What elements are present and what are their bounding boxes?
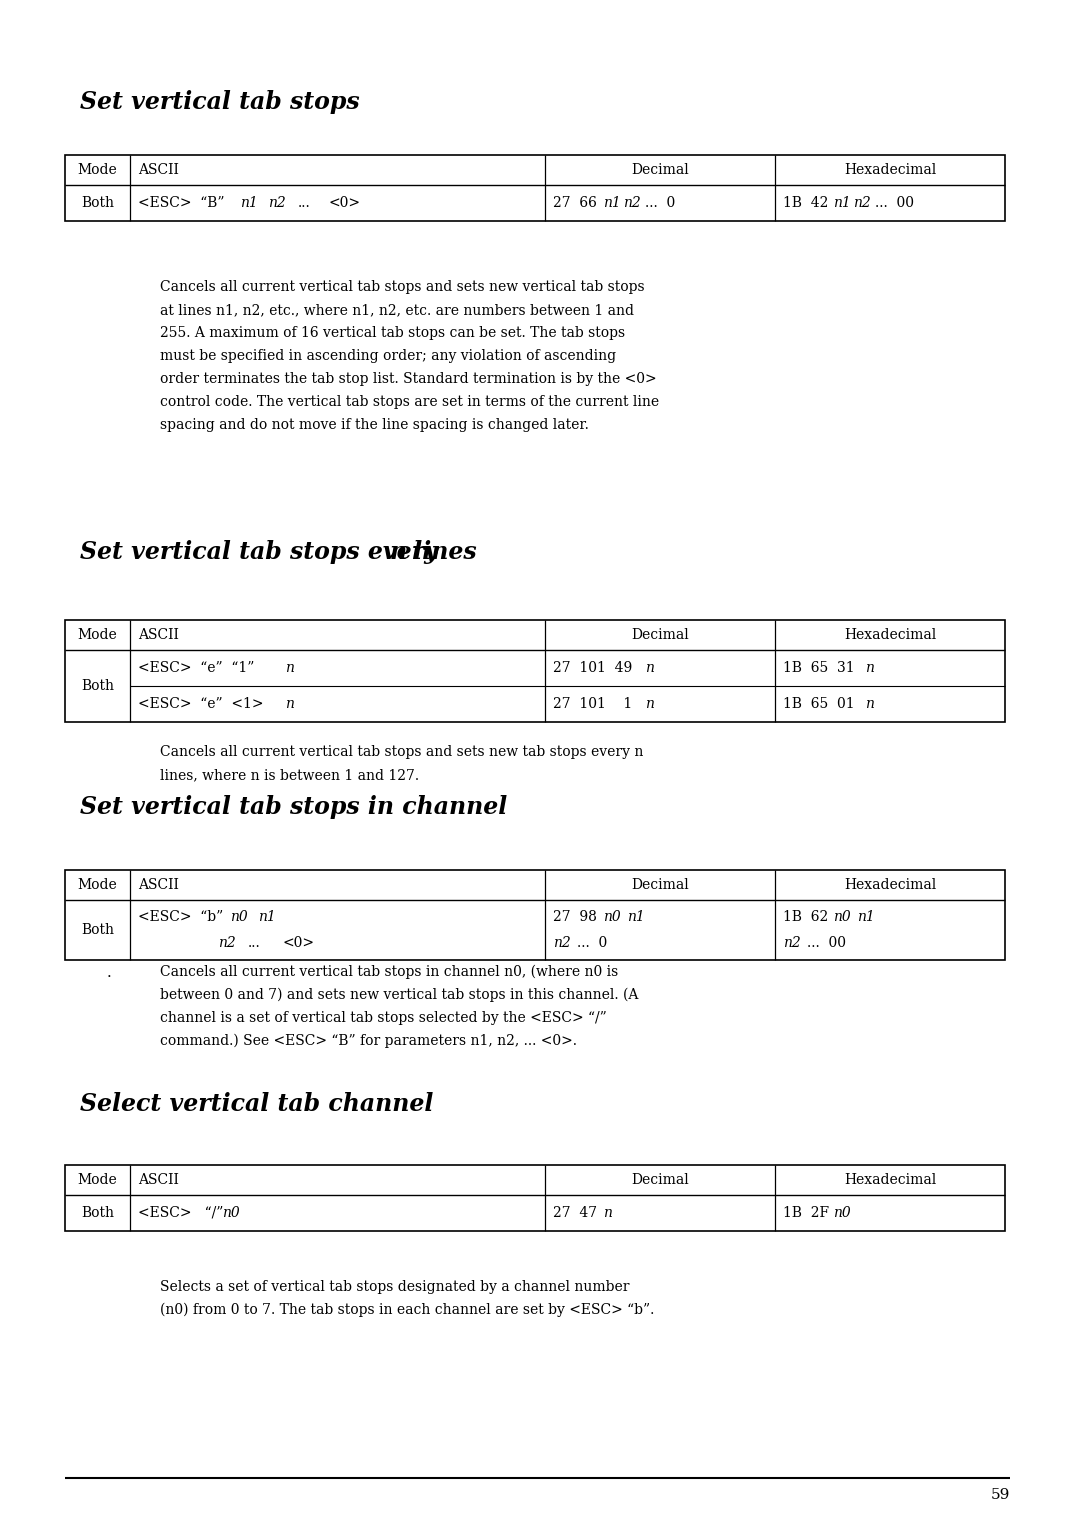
Text: Cancels all current vertical tab stops and sets new tab stops every n: Cancels all current vertical tab stops a… (160, 746, 644, 759)
Text: n: n (865, 660, 874, 676)
Text: n1: n1 (833, 197, 851, 210)
Text: Hexadecimal: Hexadecimal (843, 163, 936, 177)
Text: Both: Both (81, 197, 114, 210)
Text: ASCII: ASCII (138, 628, 179, 642)
Text: n1: n1 (603, 197, 621, 210)
Text: n2: n2 (218, 936, 235, 950)
Text: (n0) from 0 to 7. The tab stops in each channel are set by <ESC> “b”.: (n0) from 0 to 7. The tab stops in each … (160, 1302, 654, 1318)
Text: Set vertical tab stops in channel: Set vertical tab stops in channel (80, 795, 508, 819)
Text: n2: n2 (623, 197, 640, 210)
Text: n0: n0 (230, 910, 247, 924)
Text: order terminates the tab stop list. Standard termination is by the <0>: order terminates the tab stop list. Stan… (160, 372, 657, 386)
Text: Both: Both (81, 923, 114, 936)
Text: n2: n2 (268, 197, 286, 210)
Text: 1B  42: 1B 42 (783, 197, 828, 210)
Text: n: n (645, 697, 653, 711)
Text: Set vertical tab stops every: Set vertical tab stops every (80, 540, 446, 564)
Text: <ESC>  “b”: <ESC> “b” (138, 910, 224, 924)
Text: Hexadecimal: Hexadecimal (843, 628, 936, 642)
Text: n1: n1 (258, 910, 275, 924)
Text: ·: · (107, 970, 112, 984)
Text: must be specified in ascending order; any violation of ascending: must be specified in ascending order; an… (160, 349, 616, 363)
Text: at lines n1, n2, etc., where n1, n2, etc. are numbers between 1 and: at lines n1, n2, etc., where n1, n2, etc… (160, 303, 634, 317)
Text: n1: n1 (858, 910, 875, 924)
Text: ...  00: ... 00 (875, 197, 914, 210)
Text: lines: lines (405, 540, 476, 564)
Text: ...: ... (248, 936, 260, 950)
Text: ASCII: ASCII (138, 878, 179, 892)
Text: n2: n2 (553, 936, 570, 950)
Text: Set vertical tab stops: Set vertical tab stops (80, 90, 360, 114)
Text: <0>: <0> (328, 197, 360, 210)
Text: Select vertical tab channel: Select vertical tab channel (80, 1092, 433, 1116)
Text: <ESC>   “/”: <ESC> “/” (138, 1206, 224, 1220)
Text: 27  101  49: 27 101 49 (553, 660, 632, 676)
Text: ...  0: ... 0 (645, 197, 675, 210)
Text: n1: n1 (240, 197, 258, 210)
Text: Mode: Mode (78, 878, 118, 892)
Text: Selects a set of vertical tab stops designated by a channel number: Selects a set of vertical tab stops desi… (160, 1279, 630, 1295)
Text: 59: 59 (990, 1488, 1010, 1502)
Text: Cancels all current vertical tab stops in channel n0, (where n0 is: Cancels all current vertical tab stops i… (160, 965, 618, 979)
Text: <ESC>  “e”  <1>: <ESC> “e” <1> (138, 697, 264, 711)
Bar (65, 1165, 1005, 1231)
Text: channel is a set of vertical tab stops selected by the <ESC> “/”: channel is a set of vertical tab stops s… (160, 1011, 607, 1025)
Text: Both: Both (81, 679, 114, 692)
Text: Hexadecimal: Hexadecimal (843, 1173, 936, 1186)
Text: 1B  2F: 1B 2F (783, 1206, 829, 1220)
Text: control code. The vertical tab stops are set in terms of the current line: control code. The vertical tab stops are… (160, 395, 659, 409)
Text: 27  66: 27 66 (553, 197, 597, 210)
Text: Mode: Mode (78, 628, 118, 642)
Text: n: n (390, 540, 407, 564)
Text: ASCII: ASCII (138, 163, 179, 177)
Text: Decimal: Decimal (631, 1173, 689, 1186)
Text: <0>: <0> (282, 936, 314, 950)
Text: between 0 and 7) and sets new vertical tab stops in this channel. (A: between 0 and 7) and sets new vertical t… (160, 988, 638, 1002)
Text: n0: n0 (222, 1206, 240, 1220)
Text: Both: Both (81, 1206, 114, 1220)
Text: lines, where n is between 1 and 127.: lines, where n is between 1 and 127. (160, 769, 419, 782)
Text: 27  47: 27 47 (553, 1206, 597, 1220)
Text: n: n (865, 697, 874, 711)
Bar (65, 621, 1005, 721)
Text: n1: n1 (627, 910, 645, 924)
Text: n0: n0 (833, 910, 851, 924)
Text: spacing and do not move if the line spacing is changed later.: spacing and do not move if the line spac… (160, 418, 589, 432)
Text: 27  101    1: 27 101 1 (553, 697, 632, 711)
Text: n: n (645, 660, 653, 676)
Bar (65, 869, 1005, 961)
Text: n: n (285, 697, 294, 711)
Text: n0: n0 (833, 1206, 851, 1220)
Text: 1B  62: 1B 62 (783, 910, 828, 924)
Text: Decimal: Decimal (631, 163, 689, 177)
Text: 1B  65  01: 1B 65 01 (783, 697, 854, 711)
Text: ...: ... (298, 197, 311, 210)
Text: n2: n2 (853, 197, 870, 210)
Text: n2: n2 (783, 936, 800, 950)
Text: ASCII: ASCII (138, 1173, 179, 1186)
Text: Mode: Mode (78, 163, 118, 177)
Bar (65, 156, 1005, 221)
Text: Decimal: Decimal (631, 878, 689, 892)
Text: n0: n0 (603, 910, 621, 924)
Text: Cancels all current vertical tab stops and sets new vertical tab stops: Cancels all current vertical tab stops a… (160, 281, 645, 294)
Text: n: n (285, 660, 294, 676)
Text: <ESC>  “e”  “1”: <ESC> “e” “1” (138, 660, 255, 676)
Text: 255. A maximum of 16 vertical tab stops can be set. The tab stops: 255. A maximum of 16 vertical tab stops … (160, 326, 625, 340)
Text: <ESC>  “B”: <ESC> “B” (138, 197, 225, 210)
Text: Mode: Mode (78, 1173, 118, 1186)
Text: command.) See <ESC> “B” for parameters n1, n2, ... <0>.: command.) See <ESC> “B” for parameters n… (160, 1034, 577, 1048)
Text: Hexadecimal: Hexadecimal (843, 878, 936, 892)
Text: ...  00: ... 00 (807, 936, 846, 950)
Text: 27  98: 27 98 (553, 910, 597, 924)
Text: ...  0: ... 0 (577, 936, 607, 950)
Text: 1B  65  31: 1B 65 31 (783, 660, 854, 676)
Text: Decimal: Decimal (631, 628, 689, 642)
Text: n: n (603, 1206, 612, 1220)
